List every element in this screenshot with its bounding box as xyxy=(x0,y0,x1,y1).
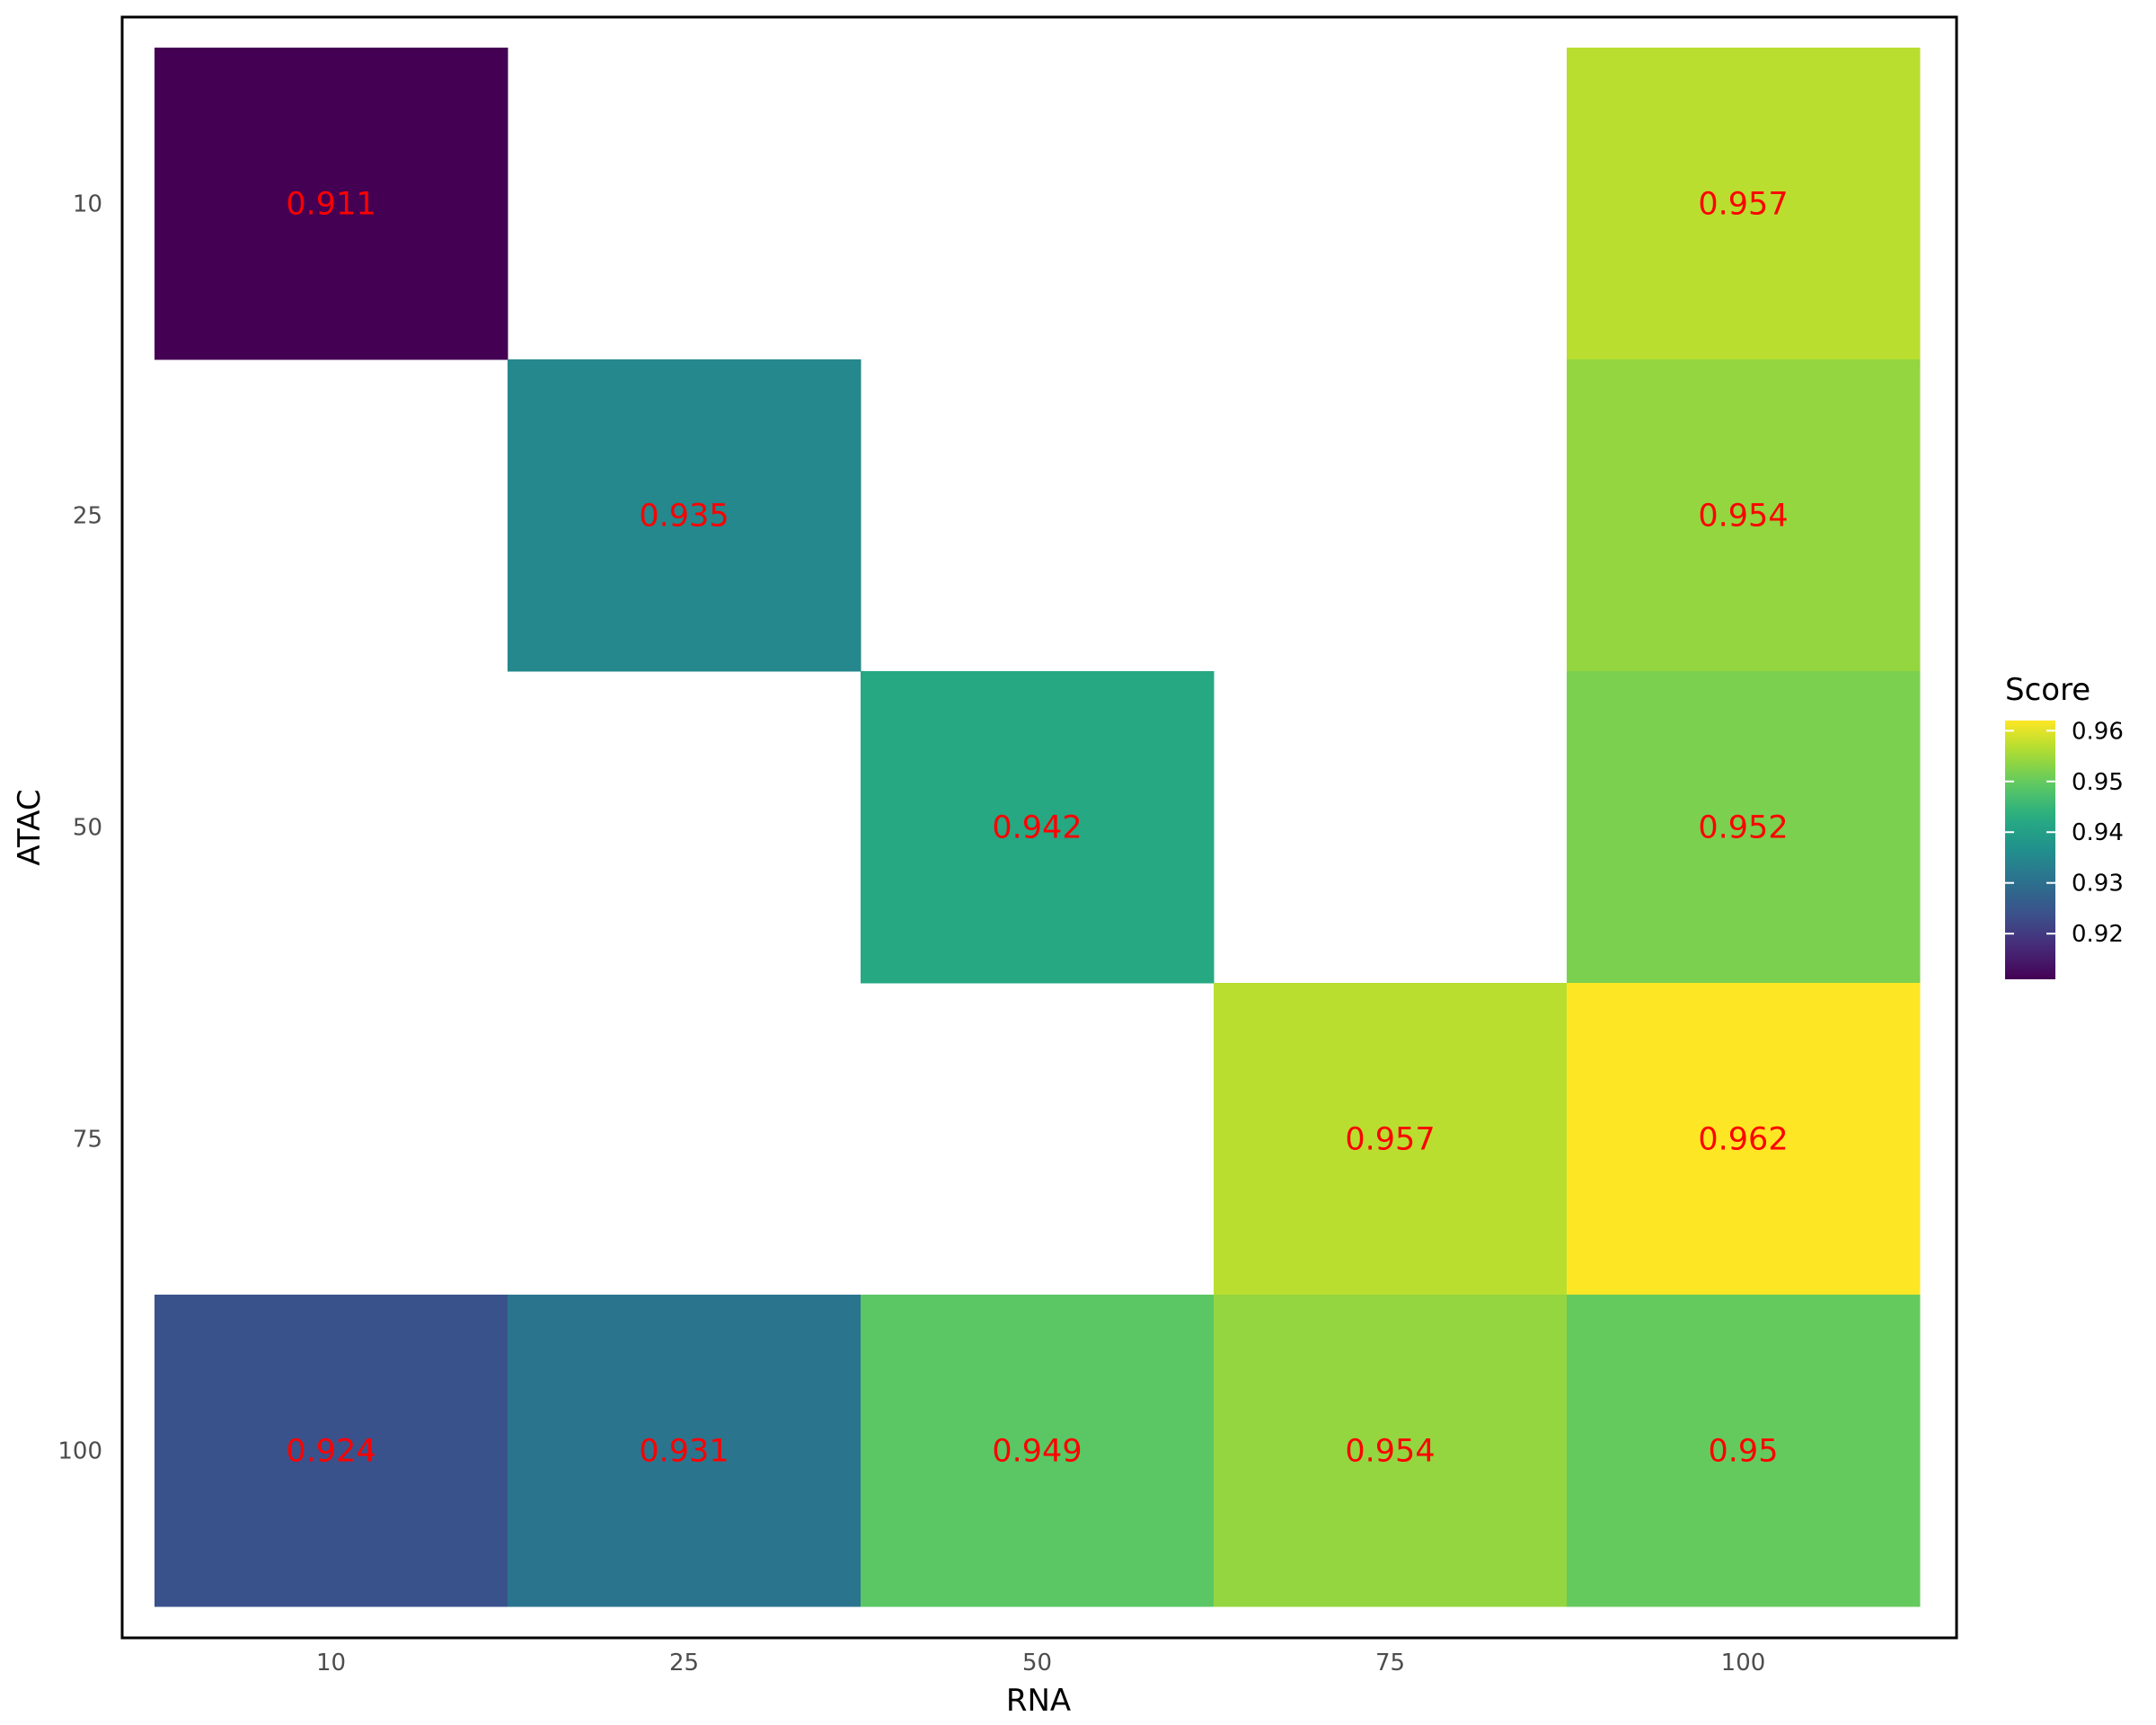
heatmap-cell xyxy=(155,48,508,360)
heatmap-cells xyxy=(155,48,1921,1607)
heatmap-cell xyxy=(508,1295,862,1607)
y-tick-label: 10 xyxy=(73,191,102,218)
cell-value-label: 0.957 xyxy=(1698,187,1788,223)
panel-border xyxy=(120,15,1958,1640)
y-tick-label: 100 xyxy=(57,1438,102,1465)
cell-value-label: 0.924 xyxy=(286,1434,376,1470)
y-axis-tick-labels: 10 25 50 75 100 xyxy=(57,191,102,1465)
x-axis-title: RNA xyxy=(1006,1683,1071,1719)
legend-tick-label: 0.92 xyxy=(2072,921,2124,948)
y-axis-title: ATAC xyxy=(12,789,48,865)
cell-value-label: 0.954 xyxy=(1345,1434,1435,1470)
y-tick-label: 75 xyxy=(73,1127,102,1154)
heatmap-cell xyxy=(508,359,862,672)
x-tick-label: 75 xyxy=(1375,1650,1405,1676)
cell-value-label: 0.942 xyxy=(992,810,1082,846)
legend-tick-label: 0.94 xyxy=(2072,819,2124,846)
y-tick-label: 50 xyxy=(73,815,102,842)
cell-value-label: 0.935 xyxy=(639,499,729,535)
color-legend: Score 0.92 0.93 0.94 0.95 0.96 xyxy=(2005,672,2124,979)
legend-ticks: 0.92 0.93 0.94 0.95 0.96 xyxy=(2005,718,2124,948)
legend-tick-label: 0.93 xyxy=(2072,871,2124,898)
heatmap-cell xyxy=(1567,359,1921,672)
heatmap-cell xyxy=(155,1295,508,1607)
legend-colorbar xyxy=(2005,721,2055,979)
heatmap-cell xyxy=(1214,1295,1568,1607)
cell-value-label: 0.957 xyxy=(1345,1122,1435,1158)
x-tick-label: 50 xyxy=(1022,1650,1052,1676)
x-tick-label: 10 xyxy=(316,1650,346,1676)
cell-value-label: 0.954 xyxy=(1698,499,1788,535)
y-tick-label: 25 xyxy=(73,503,102,530)
heatmap-cell xyxy=(1567,983,1921,1296)
cell-value-labels: 0.911 0.957 0.935 0.954 0.942 0.952 0.957 0.962… xyxy=(286,187,1788,1470)
legend-tick-label: 0.95 xyxy=(2072,769,2124,796)
legend-title: Score xyxy=(2005,672,2090,708)
heatmap-cell xyxy=(1567,48,1921,360)
x-axis-tick-labels: 10 25 50 75 100 xyxy=(316,1650,1765,1676)
cell-value-label: 0.95 xyxy=(1709,1434,1779,1470)
heatmap-cell xyxy=(1214,983,1568,1296)
heatmap-cell xyxy=(861,1295,1215,1607)
cell-value-label: 0.962 xyxy=(1698,1122,1788,1158)
x-tick-label: 100 xyxy=(1721,1650,1766,1676)
legend-tick-label: 0.96 xyxy=(2072,718,2124,745)
heatmap-cell xyxy=(1567,671,1921,984)
x-tick-label: 25 xyxy=(669,1650,699,1676)
cell-value-label: 0.952 xyxy=(1698,810,1788,846)
heatmap-cell xyxy=(1567,1295,1921,1607)
heatmap-cell xyxy=(861,671,1215,984)
cell-value-label: 0.949 xyxy=(992,1434,1082,1470)
cell-value-label: 0.911 xyxy=(286,187,376,223)
cell-value-label: 0.931 xyxy=(639,1434,729,1470)
